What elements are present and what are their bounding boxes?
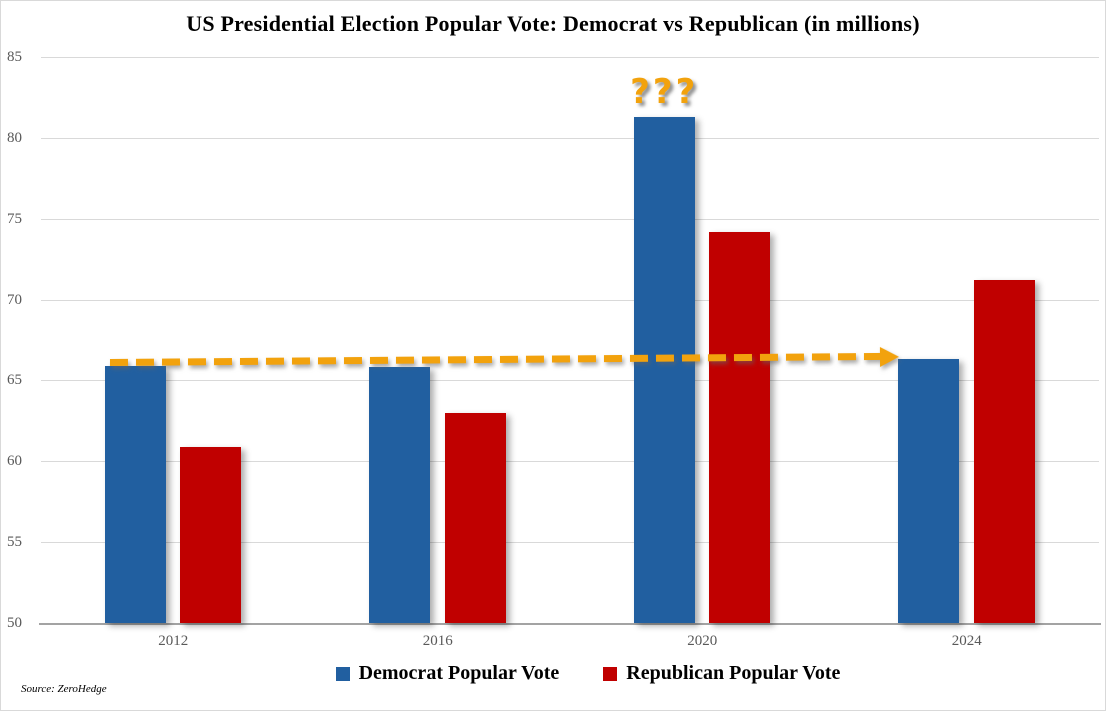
gridline-60 — [41, 461, 1099, 463]
bar-republican-2020 — [709, 231, 771, 623]
legend-item-democrat: Democrat Popular Vote — [335, 662, 560, 685]
legend-item-republican: Republican Popular Vote — [603, 662, 840, 685]
bar-republican-2012 — [180, 446, 242, 623]
gridline-55 — [41, 542, 1099, 544]
y-axis-tick-label: 60 — [7, 453, 22, 470]
democrat-color-swatch — [335, 666, 350, 681]
gridline-80 — [41, 137, 1099, 139]
bar-republican-2016 — [444, 412, 506, 623]
bar-democrat-2024 — [898, 359, 960, 623]
y-axis-tick-label: 80 — [7, 129, 22, 146]
y-axis-tick-label: 55 — [7, 534, 22, 551]
gridline-85 — [41, 57, 1099, 58]
y-axis-tick-label: 75 — [7, 210, 22, 227]
x-axis-tick-label: 2024 — [951, 633, 982, 649]
y-axis-tick-label: 85 — [7, 49, 22, 65]
bar-democrat-2020 — [633, 116, 695, 623]
gridline-70 — [41, 299, 1099, 301]
chart-title: US Presidential Election Popular Vote: D… — [186, 11, 920, 36]
trend-arrow — [109, 347, 899, 373]
gridline-65 — [41, 380, 1099, 382]
x-axis-tick-label: 2012 — [158, 633, 189, 649]
legend: Democrat Popular Vote Republican Popular… — [71, 662, 1105, 685]
y-axis-tick-label: 65 — [7, 372, 22, 389]
source-credit: Source: ZeroHedge — [21, 683, 107, 695]
arrow-head-icon — [879, 347, 899, 368]
question-marks-annotation: ??? — [630, 71, 699, 112]
x-axis-tick-label: 2020 — [687, 633, 718, 649]
republican-color-swatch — [603, 666, 618, 681]
bar-republican-2024 — [973, 280, 1035, 623]
bar-democrat-2012 — [104, 365, 166, 623]
y-axis-tick-label: 70 — [7, 291, 22, 308]
y-axis-tick-label: 50 — [7, 615, 22, 631]
legend-label-republican: Republican Popular Vote — [626, 662, 841, 684]
gridline-75 — [41, 218, 1099, 220]
legend-label-democrat: Democrat Popular Vote — [358, 662, 560, 684]
bar-democrat-2016 — [369, 367, 431, 623]
x-axis-tick-label: 2016 — [422, 633, 453, 649]
arrow-shaft — [109, 353, 880, 367]
x-axis-line — [39, 623, 1101, 625]
